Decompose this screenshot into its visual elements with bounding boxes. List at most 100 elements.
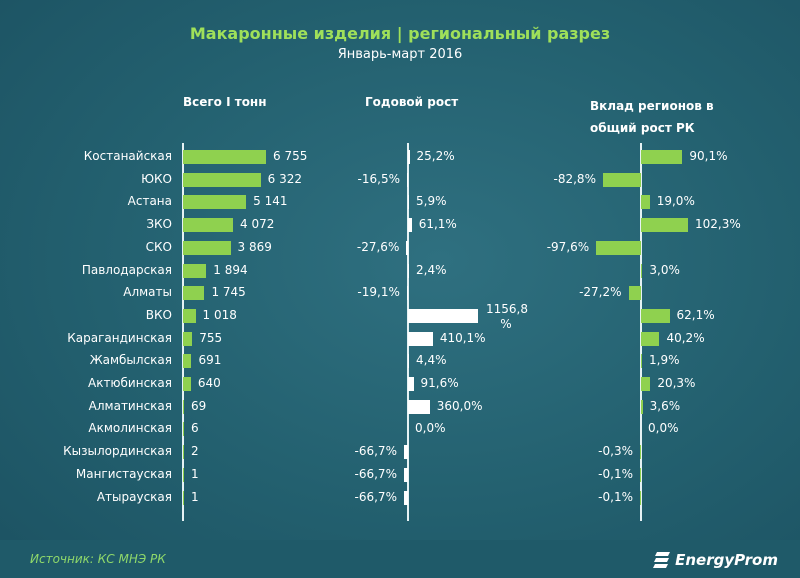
bar-2	[641, 331, 660, 346]
value-label-2: 3,6%	[649, 398, 681, 413]
value-label-2: 1,9%	[649, 353, 680, 368]
value-label-0: 1 894	[213, 262, 248, 277]
bar-0	[183, 286, 205, 301]
source-note: Источник: КС МНЭ РК	[30, 552, 166, 566]
chart-subtitle: Январь-март 2016	[337, 47, 463, 62]
value-label-2: -27,2%	[579, 285, 622, 300]
value-label-1: -66,7%	[354, 444, 397, 459]
value-label-0: 5 141	[253, 194, 288, 209]
bar-0	[183, 263, 207, 278]
value-label-2: 3,0%	[649, 262, 680, 277]
value-label-2: 0,0%	[648, 421, 679, 436]
bar-1	[406, 286, 408, 301]
region-label: Акмолинская	[88, 421, 172, 436]
value-label-0: 691	[198, 353, 222, 368]
value-label-1: 25,2%	[416, 149, 455, 163]
value-label-0: 3 869	[237, 239, 272, 254]
bar-1	[408, 218, 412, 233]
bar-1	[408, 195, 409, 210]
bar-1	[403, 467, 408, 482]
region-label: ЗКО	[146, 217, 172, 232]
bar-2	[640, 445, 641, 460]
brand-logo: EnergyProm	[653, 550, 778, 570]
value-label-2: -0,1%	[598, 466, 633, 481]
value-label-1: -16,5%	[357, 171, 400, 186]
value-label-2: 40,2%	[666, 330, 705, 345]
column-header-contribution: Вклад регионов в общий рост РК	[590, 99, 714, 135]
bar-2	[641, 399, 643, 414]
value-label-0: 6 755	[273, 149, 308, 163]
chart-title: Макаронные изделия | региональный разрез	[189, 24, 611, 43]
value-label-2: 102,3%	[695, 217, 741, 232]
value-label-1: 5,9%	[416, 194, 447, 209]
bar-0	[183, 240, 231, 255]
bar-2	[641, 354, 642, 369]
bar-0	[183, 331, 193, 346]
bar-2	[628, 286, 641, 301]
bar-2	[641, 195, 650, 210]
region-label: Актюбинская	[87, 376, 172, 390]
bar-1	[403, 445, 408, 460]
region-label: ЮКО	[141, 171, 172, 186]
value-label-0: 1	[191, 489, 199, 504]
value-label-0: 640	[197, 376, 221, 390]
bar-1	[403, 490, 408, 505]
value-label-0: 69	[191, 398, 207, 413]
bar-2	[641, 150, 683, 164]
value-label-1: 0,0%	[415, 421, 446, 436]
value-label-2: -97,6%	[546, 239, 590, 254]
value-label-2: 20,3%	[657, 376, 696, 390]
region-label: Костанайская	[83, 149, 172, 163]
value-label-2: 90,1%	[689, 149, 728, 163]
bar-0	[183, 218, 234, 233]
region-label: Алматинская	[88, 398, 172, 413]
value-label-1: 91,6%	[420, 376, 459, 390]
bar-2	[641, 263, 643, 278]
value-label-0: 2	[191, 444, 199, 459]
value-label-1: -27,6%	[356, 239, 400, 254]
region-label: Атырауская	[96, 489, 172, 504]
value-label-1: -19,1%	[357, 285, 400, 300]
bar-1	[408, 263, 409, 278]
bar-2	[641, 377, 651, 391]
bar-0	[183, 377, 191, 391]
region-label: Мангистауская	[75, 466, 172, 481]
bar-1	[408, 150, 410, 164]
bar-2	[596, 240, 641, 255]
value-label-1: 410,1%	[439, 330, 486, 345]
bar-0	[183, 490, 184, 505]
region-label: Павлодарская	[81, 262, 172, 277]
value-label-1: -66,7%	[354, 489, 397, 504]
value-label-1: 2,4%	[416, 262, 447, 277]
value-label-0: 6	[191, 421, 199, 436]
bar-0	[183, 467, 184, 482]
bar-1	[406, 240, 408, 255]
value-label-2: -0,3%	[598, 444, 633, 459]
value-label-0: 1 745	[211, 285, 246, 300]
value-label-0: 1	[191, 466, 199, 481]
energyprom-logo-icon	[653, 552, 671, 568]
bar-0	[183, 422, 184, 437]
bar-0	[183, 172, 261, 187]
bar-1	[408, 331, 433, 346]
bar-1	[408, 308, 478, 323]
region-label: Астана	[127, 194, 172, 209]
bar-1	[408, 354, 409, 369]
bar-2	[641, 218, 688, 233]
bar-2	[640, 467, 641, 482]
value-label-2: -0,1%	[598, 489, 633, 504]
bar-1	[408, 377, 414, 391]
bar-2	[640, 490, 641, 505]
column-header-total: Всего I тонн	[183, 95, 267, 109]
bar-0	[183, 195, 247, 210]
value-label-1: -66,7%	[354, 466, 397, 481]
region-label: Карагандинская	[67, 330, 172, 345]
value-label-0: 4 072	[240, 217, 275, 232]
brand-name: EnergyProm	[675, 551, 778, 569]
bar-2	[602, 172, 641, 187]
column-header-growth: Годовой рост	[365, 95, 459, 109]
region-label: ВКО	[145, 307, 172, 322]
bar-2	[641, 308, 670, 323]
bar-1	[407, 172, 408, 187]
bar-0	[183, 445, 184, 460]
